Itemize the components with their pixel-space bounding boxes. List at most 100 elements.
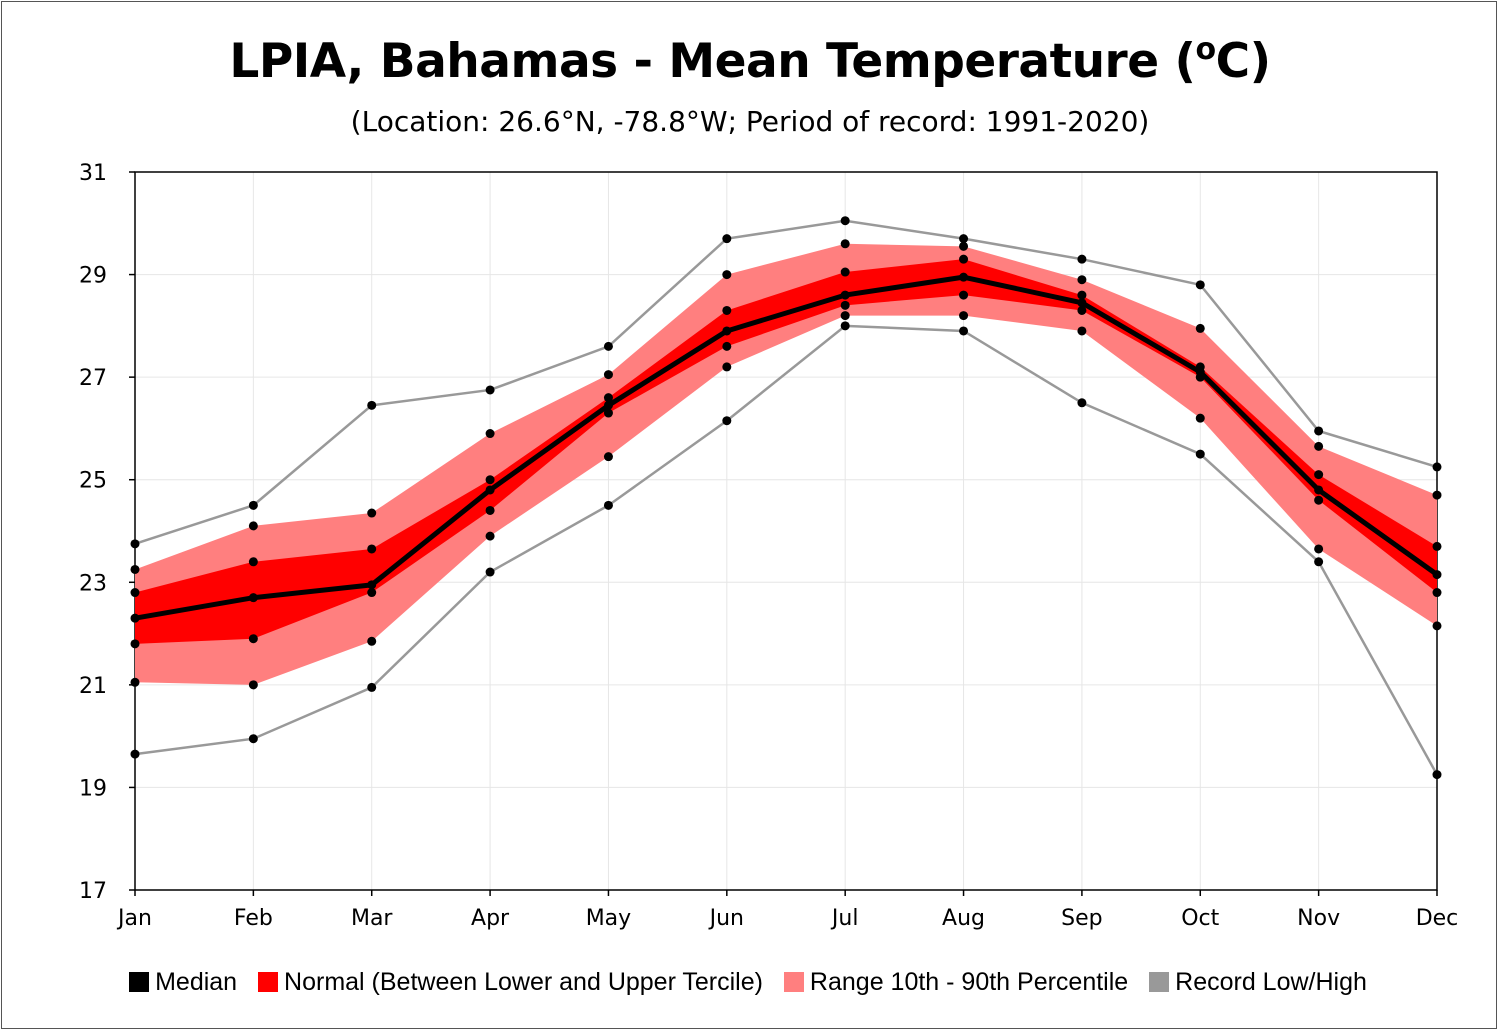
record-high-point xyxy=(959,234,969,244)
record-high-point xyxy=(248,500,258,510)
percentile-10-point xyxy=(840,311,850,321)
lower-tercile-point xyxy=(722,341,732,351)
x-tick-label: Mar xyxy=(351,906,393,931)
lower-tercile-point xyxy=(248,634,258,644)
record-low-point xyxy=(722,416,732,426)
median-point xyxy=(1077,298,1087,308)
median-point xyxy=(130,613,140,623)
percentile-10-point xyxy=(1314,544,1324,554)
percentile-90-point xyxy=(248,521,258,531)
upper-tercile-point xyxy=(485,475,495,485)
lower-tercile-point xyxy=(840,300,850,310)
y-tick-label: 21 xyxy=(79,674,107,699)
median-point xyxy=(722,326,732,336)
upper-tercile-point xyxy=(1432,541,1442,551)
percentile-10-point xyxy=(485,531,495,541)
percentile-10-point xyxy=(1432,621,1442,631)
percentile-10-point xyxy=(603,452,613,462)
percentile-10-point xyxy=(1195,413,1205,423)
record-low-point xyxy=(1432,770,1442,780)
legend-normal: Normal (Between Lower and Upper Tercile) xyxy=(258,968,763,997)
percentile-90-point xyxy=(959,241,969,251)
percentile-10-point xyxy=(130,677,140,687)
upper-tercile-point xyxy=(1314,470,1324,480)
record-low-point xyxy=(959,326,969,336)
percentile-10-point xyxy=(1077,326,1087,336)
record-low-point xyxy=(1077,398,1087,408)
record-low-point xyxy=(1195,449,1205,459)
percentile-90-point xyxy=(367,508,377,518)
percentile-90-point xyxy=(603,370,613,380)
y-tick-label: 17 xyxy=(79,879,107,904)
upper-tercile-point xyxy=(367,544,377,554)
percentile-90-point xyxy=(1195,323,1205,333)
percentile-90-point xyxy=(130,564,140,574)
upper-tercile-point xyxy=(603,393,613,403)
record-low-point xyxy=(485,567,495,577)
record-high-point xyxy=(367,400,377,410)
upper-tercile-point xyxy=(248,557,258,567)
upper-tercile-point xyxy=(722,305,732,315)
legend-swatch-normal xyxy=(258,972,279,992)
record-low-point xyxy=(248,734,258,744)
median-point xyxy=(367,580,377,590)
record-high-point xyxy=(722,234,732,244)
median-line xyxy=(134,274,1439,621)
record-high-point xyxy=(1195,280,1205,290)
record-high-line xyxy=(134,219,1438,546)
percentile-range-band xyxy=(135,243,1437,685)
legend-percentile-range: Range 10th - 90th Percentile xyxy=(783,968,1128,997)
record-low-point xyxy=(367,682,377,692)
record-low-point xyxy=(603,500,613,510)
median-point xyxy=(603,400,613,410)
upper-tercile-point xyxy=(130,588,140,598)
chart-legend: Median Normal (Between Lower and Upper T… xyxy=(0,968,1496,997)
median-point xyxy=(840,290,850,300)
median-point xyxy=(485,485,495,495)
record-high-point xyxy=(130,539,140,549)
x-tick-label: Nov xyxy=(1297,906,1340,931)
lower-tercile-point xyxy=(485,505,495,515)
y-tick-label: 25 xyxy=(79,469,107,494)
percentile-90-point xyxy=(1314,441,1324,451)
chart-subtitle: (Location: 26.6°N, -78.8°W; Period of re… xyxy=(350,105,1150,138)
legend-median: Median xyxy=(129,968,237,997)
normal-tercile-band xyxy=(135,259,1437,644)
median-point xyxy=(248,593,258,603)
lower-tercile-point xyxy=(603,408,613,418)
percentile-90-point xyxy=(722,270,732,280)
chart-title: LPIA, Bahamas - Mean Temperature (oC) xyxy=(229,32,1271,89)
lower-tercile-point xyxy=(130,639,140,649)
median-point xyxy=(1195,367,1205,377)
y-tick-label: 19 xyxy=(79,776,107,801)
percentile-90-point xyxy=(485,429,495,439)
record-high-point xyxy=(840,216,850,226)
upper-tercile-point xyxy=(959,254,969,264)
upper-tercile-point xyxy=(840,267,850,277)
record-high-point xyxy=(485,385,495,395)
lower-tercile-point xyxy=(1432,588,1442,598)
record-high-point xyxy=(1432,462,1442,472)
x-tick-label: Oct xyxy=(1181,906,1219,931)
x-tick-label: Apr xyxy=(471,906,510,931)
x-tick-label: Jun xyxy=(708,906,744,931)
x-tick-label: Jul xyxy=(830,906,859,931)
x-tick-label: May xyxy=(586,906,631,931)
x-tick-label: Aug xyxy=(942,906,985,931)
y-tick-label: 27 xyxy=(79,366,107,391)
percentile-90-point xyxy=(1432,490,1442,500)
median-point xyxy=(959,272,969,282)
percentile-10-point xyxy=(367,636,377,646)
median-point xyxy=(1432,570,1442,580)
record-high-point xyxy=(1314,426,1324,436)
median-point xyxy=(1314,485,1324,495)
upper-tercile-point xyxy=(1077,290,1087,300)
x-tick-label: Dec xyxy=(1416,906,1459,931)
lower-tercile-point xyxy=(959,290,969,300)
record-high-point xyxy=(1077,254,1087,264)
lower-tercile-point xyxy=(367,588,377,598)
y-tick-label: 29 xyxy=(79,264,107,289)
percentile-10-point xyxy=(722,362,732,372)
record-low-point xyxy=(840,321,850,331)
percentile-10-point xyxy=(959,311,969,321)
